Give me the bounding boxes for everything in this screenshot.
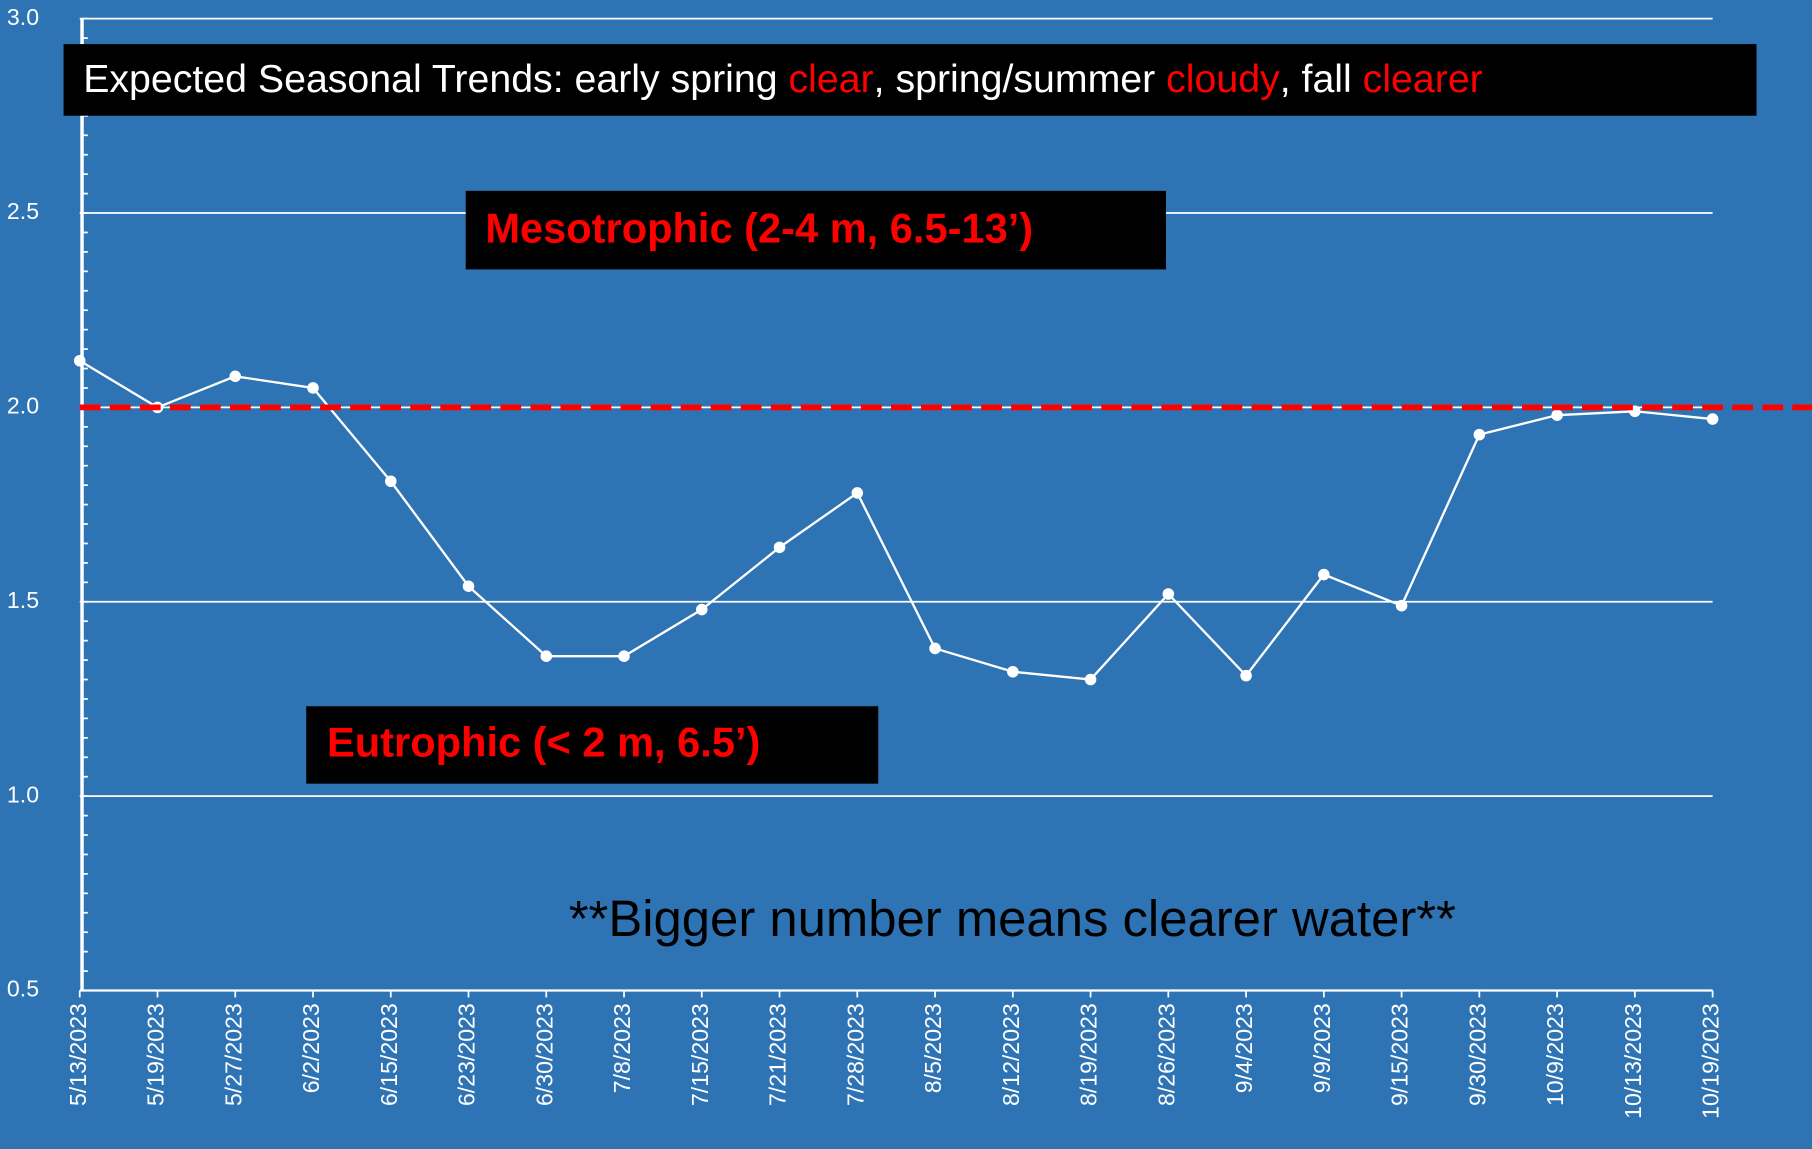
y-tick-label: 2.0 [7,393,39,419]
point [773,541,786,554]
trend-part: , fall [1280,58,1363,102]
x-tick-label: 5/13/2023 [65,1003,91,1106]
x-tick-label: 9/9/2023 [1309,1003,1335,1093]
point [929,642,941,655]
y-tick-label: 2.5 [7,198,39,224]
x-tick-label: 6/30/2023 [531,1003,557,1106]
x-tick-label: 7/21/2023 [765,1003,791,1106]
x-tick-label: 10/19/2023 [1698,1003,1724,1119]
point [307,382,319,394]
x-tick-label: 5/19/2023 [143,1003,169,1106]
y-tick-label: 3.0 [7,4,39,30]
trend-part: , spring/summer [874,58,1167,102]
x-tick-label: 9/4/2023 [1231,1003,1257,1093]
point [1318,568,1330,581]
point [229,370,242,383]
series-line [79,359,1713,681]
trend-part: cloudy [1166,58,1280,102]
y-tick-label: 0.5 [7,976,39,1002]
point [618,650,630,662]
point [851,487,864,499]
trend-part: Expected Seasonal Trends: early spring [83,58,788,102]
eu-box [306,706,879,784]
y-tick-label: 1.5 [7,587,39,613]
x-tick-label: 6/2/2023 [298,1003,324,1093]
point [1007,665,1019,678]
y-tick-label: 1.0 [7,781,39,807]
trend-part: clear [788,58,873,102]
x-tick-label: 10/13/2023 [1620,1003,1646,1119]
meso-label: Mesotrophic (2-4 m, 6.5-13’) [485,204,1033,251]
x-tick-label: 9/30/2023 [1464,1003,1490,1106]
point [1551,409,1563,421]
x-tick-label: 8/5/2023 [920,1003,946,1093]
point [73,354,86,367]
eu-label: Eutrophic (< 2 m, 6.5’) [327,719,760,766]
x-tick-label: 6/23/2023 [454,1003,480,1106]
trend-text: Expected Seasonal Trends: early spring c… [83,58,1483,102]
x-tick-label: 5/27/2023 [220,1003,246,1106]
point [462,580,475,593]
point [1162,588,1175,600]
x-tick-label: 7/8/2023 [609,1003,635,1093]
point [696,603,708,616]
x-tick-label: 10/9/2023 [1542,1003,1568,1106]
x-tick-label: 8/12/2023 [998,1003,1024,1106]
trend-box [63,44,1757,116]
point [540,650,553,662]
trend-part: clearer [1363,58,1483,102]
point [1473,428,1486,441]
point [384,475,397,488]
point [1395,599,1408,612]
x-tick-label: 6/15/2023 [376,1003,402,1106]
x-tick-label: 7/15/2023 [687,1003,713,1106]
point [1084,673,1097,686]
note: **Bigger number means clearer water** [569,890,1456,947]
x-tick-label: 7/28/2023 [842,1003,868,1106]
x-tick-label: 9/15/2023 [1387,1003,1413,1106]
meso-box [465,190,1167,270]
x-tick-label: 8/26/2023 [1153,1003,1179,1106]
point [1240,669,1252,682]
point [1706,413,1719,425]
x-tick-label: 8/19/2023 [1076,1003,1102,1106]
